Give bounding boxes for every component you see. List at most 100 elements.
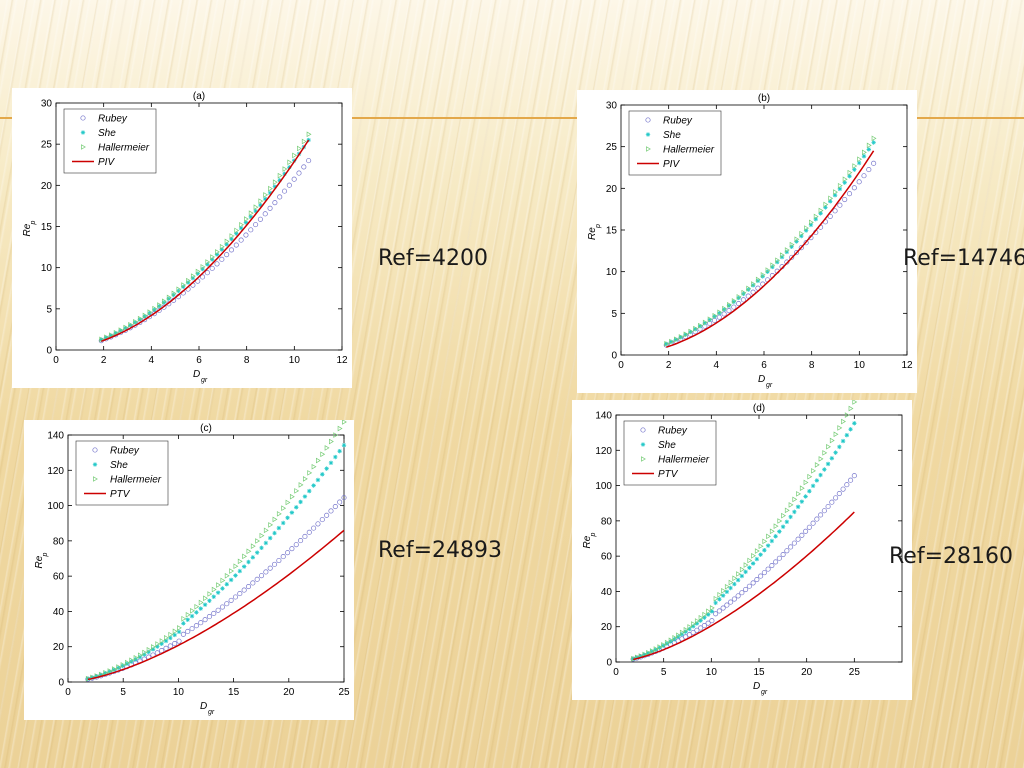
data-point <box>866 147 872 152</box>
data-point <box>258 198 264 204</box>
data-point <box>833 431 839 438</box>
data-point <box>241 564 247 569</box>
data-point <box>202 602 208 607</box>
data-point <box>189 626 195 632</box>
data-point <box>781 512 787 519</box>
data-point <box>123 325 128 331</box>
legend-entry-label: She <box>98 128 116 139</box>
data-point <box>751 281 756 287</box>
data-point <box>832 208 838 214</box>
data-point <box>181 615 187 622</box>
data-point <box>150 647 156 652</box>
data-point <box>195 271 200 276</box>
data-point <box>120 662 126 668</box>
data-point <box>814 462 820 468</box>
data-point <box>320 451 326 458</box>
data-point <box>289 493 295 500</box>
data-point <box>713 611 719 617</box>
y-tick-label: 30 <box>41 99 53 110</box>
data-point <box>842 196 848 203</box>
x-tick-label: 5 <box>661 667 667 678</box>
data-point <box>784 247 790 253</box>
data-point <box>185 617 190 622</box>
x-tick-label: 25 <box>338 687 350 698</box>
data-point <box>806 524 812 530</box>
data-point <box>281 520 286 526</box>
data-point <box>181 282 187 288</box>
data-point <box>762 547 767 553</box>
data-point <box>294 488 300 494</box>
data-point <box>750 289 756 295</box>
data-point <box>724 583 730 590</box>
data-point <box>215 249 220 255</box>
data-point <box>116 664 122 670</box>
data-point <box>228 597 234 603</box>
data-point <box>837 202 843 208</box>
data-point <box>728 585 733 591</box>
data-point <box>754 548 760 554</box>
data-point <box>224 572 230 579</box>
data-point <box>791 540 797 546</box>
data-point <box>306 529 312 535</box>
data-point <box>728 599 734 605</box>
data-point <box>687 626 692 632</box>
data-point <box>311 525 317 531</box>
y-tick-label: 0 <box>606 658 612 669</box>
data-point <box>128 321 134 328</box>
data-point <box>746 285 752 292</box>
data-point <box>669 338 675 345</box>
data-point <box>189 613 195 619</box>
data-point <box>271 561 278 567</box>
x-axis-label-subscript: gr <box>766 382 773 389</box>
data-point <box>146 646 152 653</box>
data-point <box>180 631 186 637</box>
y-tick-label: 120 <box>595 446 612 457</box>
series-hallermeier <box>631 400 858 662</box>
data-point <box>814 516 820 522</box>
data-point <box>301 138 307 145</box>
data-point <box>798 245 804 251</box>
y-axis-label: Re <box>587 227 598 240</box>
data-point <box>799 485 805 491</box>
data-point <box>825 503 831 510</box>
data-point <box>722 305 728 312</box>
series-piv <box>101 139 310 343</box>
data-point <box>724 589 730 595</box>
data-point <box>702 615 707 620</box>
data-point <box>224 238 230 245</box>
data-point <box>724 602 730 608</box>
data-point <box>807 473 813 480</box>
data-point <box>229 236 234 242</box>
data-point <box>743 562 749 568</box>
series-piv <box>666 150 875 348</box>
data-point <box>194 603 200 610</box>
data-point <box>263 540 269 546</box>
series-line <box>666 150 875 348</box>
data-point <box>847 169 853 176</box>
data-point <box>311 483 316 488</box>
x-tick-label: 0 <box>53 355 59 366</box>
data-point <box>852 421 857 426</box>
data-point <box>205 262 210 267</box>
data-point <box>281 188 288 194</box>
data-point <box>808 222 814 228</box>
data-point <box>255 538 261 544</box>
data-point <box>773 534 778 539</box>
data-point <box>833 450 838 455</box>
data-point <box>683 331 689 338</box>
data-point <box>804 225 810 231</box>
data-point <box>779 254 785 260</box>
data-point <box>181 284 186 289</box>
data-point <box>315 477 321 483</box>
data-point <box>861 154 867 159</box>
data-point <box>262 211 268 217</box>
y-tick-label: 140 <box>595 411 612 422</box>
chart-d: (d) 0 5 10 15 20 25 0 20 40 60 80 100 120 140 Dgr Rep Rub… <box>582 400 903 696</box>
data-point <box>735 577 741 583</box>
x-axis-label: D <box>193 369 200 380</box>
data-point <box>186 277 191 284</box>
data-point <box>306 131 312 138</box>
data-point <box>773 523 779 529</box>
data-point <box>171 290 177 297</box>
